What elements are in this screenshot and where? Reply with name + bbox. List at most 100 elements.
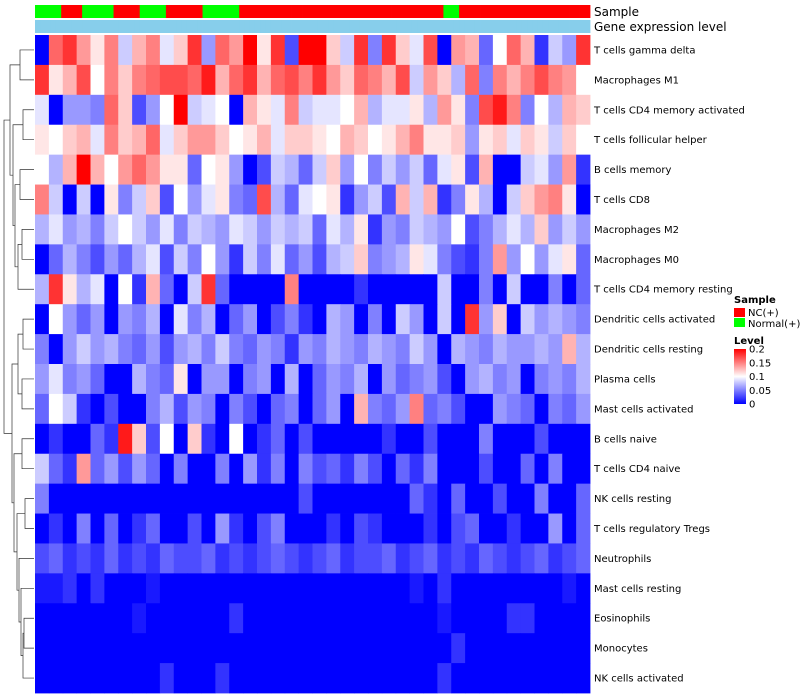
- heatmap-cell: [451, 393, 466, 425]
- heatmap-cell: [492, 573, 508, 604]
- heatmap-cell: [534, 184, 549, 215]
- heatmap-cell: [548, 603, 563, 634]
- heatmap-cell: [534, 603, 549, 634]
- heatmap-cell: [423, 184, 438, 215]
- annotation-cell: [239, 20, 245, 33]
- heatmap-cell: [90, 334, 105, 365]
- heatmap-cell: [90, 633, 105, 664]
- heatmap-cell: [104, 453, 119, 485]
- heatmap-cell: [62, 64, 78, 96]
- heatmap-cell: [215, 214, 230, 245]
- row-label: Plasma cells: [594, 374, 656, 385]
- heatmap-cell: [270, 513, 286, 544]
- heatmap-cell: [576, 154, 591, 185]
- annotation-cell: [422, 20, 429, 33]
- heatmap-cell: [270, 364, 286, 395]
- annotation-cell: [401, 5, 408, 18]
- heatmap-cell: [492, 94, 508, 126]
- heatmap-cell: [492, 154, 508, 185]
- heatmap-cell: [437, 244, 452, 275]
- heatmap-cell: [298, 663, 313, 694]
- heatmap-cell: [312, 184, 327, 215]
- heatmap-cell: [229, 573, 244, 604]
- row-label: Macrophages M1: [594, 75, 679, 86]
- heatmap-cell: [548, 423, 563, 455]
- heatmap-cell: [368, 244, 383, 275]
- heatmap-cell: [48, 334, 64, 365]
- heatmap-cell: [35, 334, 50, 365]
- heatmap-cell: [146, 633, 161, 664]
- heatmap-cell: [229, 483, 244, 514]
- heatmap-cell: [451, 603, 466, 634]
- heatmap-cell: [35, 184, 50, 215]
- heatmap-cell: [270, 453, 286, 485]
- annotation-cell: [40, 5, 46, 18]
- heatmap-cell: [104, 334, 119, 365]
- heatmap-cell: [451, 543, 466, 574]
- heatmap-cell: [368, 393, 383, 425]
- dendrogram-branch: [13, 453, 22, 553]
- heatmap-cell: [201, 35, 216, 66]
- heatmap-cell: [506, 543, 522, 574]
- heatmap-cell: [506, 633, 522, 664]
- heatmap-cell: [381, 244, 397, 275]
- heatmap-cell: [409, 35, 424, 66]
- heatmap-cell: [90, 543, 105, 574]
- heatmap-cell: [534, 513, 549, 544]
- heatmap-cell: [465, 453, 480, 485]
- heatmap-cell: [506, 453, 522, 485]
- annotation-cell: [417, 20, 423, 33]
- heatmap-cell: [451, 274, 466, 305]
- heatmap-cell: [35, 35, 50, 66]
- row-label: Mast cells resting: [594, 584, 681, 595]
- annotation-cell: [459, 5, 465, 18]
- row-label: Macrophages M2: [594, 225, 679, 236]
- heatmap-cell: [270, 633, 286, 664]
- heatmap-cell: [534, 94, 549, 126]
- heatmap-cell: [298, 393, 313, 425]
- heatmap-cell: [270, 124, 286, 156]
- heatmap-cell: [465, 214, 480, 245]
- heatmap-cell: [465, 603, 480, 634]
- annotation-cell: [97, 20, 104, 33]
- heatmap-cell: [520, 214, 535, 245]
- annotation-cell: [87, 20, 93, 33]
- row-label: NK cells activated: [594, 674, 684, 685]
- heatmap-cell: [395, 423, 411, 455]
- heatmap-cell: [492, 603, 508, 634]
- heatmap-cell: [492, 304, 508, 335]
- heatmap-cell: [506, 573, 522, 604]
- heatmap-cell: [340, 124, 355, 156]
- heatmap-cell: [243, 453, 258, 485]
- heatmap-cell: [437, 543, 452, 574]
- heatmap-cell: [132, 663, 147, 694]
- heatmap-cell: [201, 184, 216, 215]
- legend-tick-label: 0.05: [749, 386, 771, 397]
- annotation-cell: [254, 20, 261, 33]
- heatmap-cell: [90, 244, 105, 275]
- heatmap-cell: [326, 483, 341, 514]
- heatmap-cell: [159, 304, 175, 335]
- heatmap-cell: [187, 543, 202, 574]
- dendrogram-branch: [22, 632, 34, 679]
- heatmap-cell: [465, 364, 480, 395]
- heatmap-cell: [534, 364, 549, 395]
- annotation-cell: [411, 5, 418, 18]
- heatmap-cell: [534, 663, 549, 694]
- heatmap-cell: [257, 603, 272, 634]
- heatmap-cell: [451, 423, 466, 455]
- heatmap-cell: [492, 453, 508, 485]
- heatmap-cell: [492, 214, 508, 245]
- heatmap-cell: [104, 633, 119, 664]
- heatmap-cell: [492, 393, 508, 425]
- heatmap-cell: [284, 35, 300, 66]
- annotation-cell: [574, 5, 580, 18]
- heatmap-cell: [159, 603, 175, 634]
- heatmap-cell: [298, 274, 313, 305]
- heatmap-cell: [201, 543, 216, 574]
- heatmap-cell: [201, 663, 216, 694]
- heatmap-cell: [173, 184, 189, 215]
- heatmap-cell: [104, 94, 119, 126]
- annotation-cell: [97, 5, 104, 18]
- annotation-cell: [579, 5, 586, 18]
